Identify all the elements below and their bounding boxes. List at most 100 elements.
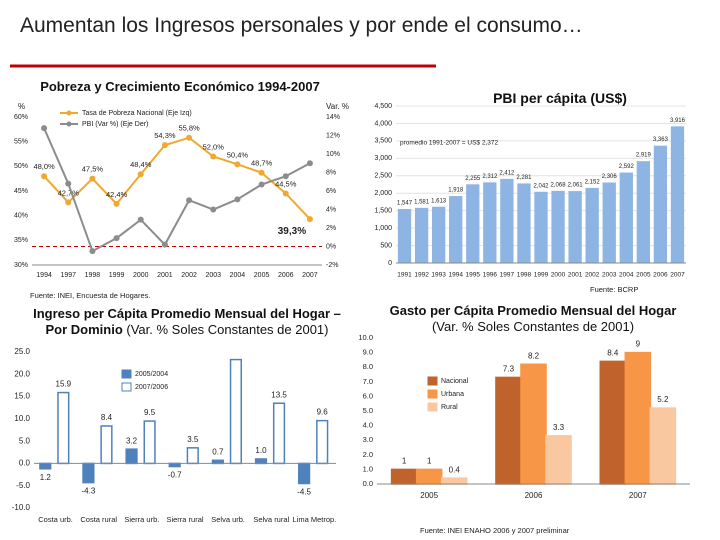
data-label: 2,592 — [619, 164, 635, 170]
chart-title: Gasto per Cápita Promedio Mensual del Ho… — [378, 303, 688, 336]
data-label: 1.0 — [255, 446, 267, 455]
y-tick-label: 4,500 — [374, 103, 392, 110]
y-tick-label: 4,000 — [374, 120, 392, 127]
legend-marker — [66, 110, 72, 116]
data-label: 2,061 — [568, 183, 584, 189]
y-tick-label: 30% — [14, 262, 28, 269]
x-tick-label: 2006 — [525, 491, 543, 500]
bar — [229, 358, 242, 465]
y-tick-label: 60% — [14, 114, 28, 121]
x-tick-label: 1997 — [60, 272, 76, 279]
y-tick-label: 500 — [380, 242, 392, 249]
data-label: 3.3 — [553, 423, 565, 432]
bar — [143, 420, 156, 465]
y-tick-label: 4% — [326, 206, 336, 213]
y-axis-title: % — [18, 102, 25, 111]
point — [234, 196, 241, 203]
chart-subtitle: (Var. % Soles Constantes de 2001) — [431, 319, 635, 335]
series-line — [43, 127, 311, 253]
y-tick-label: 10.0 — [358, 333, 373, 342]
data-label: 1,547 — [397, 201, 413, 207]
point — [161, 241, 168, 248]
bar — [483, 182, 497, 263]
point — [137, 216, 144, 223]
y-tick-label: 4.0 — [363, 421, 373, 430]
x-tick-label: 2000 — [133, 272, 149, 279]
y-tick-label: 7.0 — [363, 377, 373, 386]
data-label: 48,4% — [130, 160, 152, 169]
data-label: 42,7% — [58, 188, 80, 197]
legend-label: 2005/2004 — [135, 371, 168, 378]
x-tick-label: 2003 — [205, 272, 221, 279]
data-label: 7.3 — [503, 365, 515, 374]
bar — [517, 183, 531, 263]
data-label: 2,312 — [482, 174, 498, 180]
bar — [316, 419, 329, 465]
y-tick-label: 10% — [326, 151, 340, 158]
y-tick-label: -2% — [326, 262, 338, 269]
legend-swatch — [121, 382, 132, 392]
y-tick-label: 0.0 — [363, 479, 373, 488]
bar — [670, 126, 685, 263]
point — [282, 173, 289, 180]
y-tick-label: 45% — [14, 188, 28, 195]
bar — [585, 187, 599, 263]
annotation: promedio 1991-2007 = US$ 2,372 — [400, 140, 498, 147]
chart-title-text: Gasto per Cápita Promedio Mensual del Ho… — [389, 303, 677, 318]
x-tick-label: 2006 — [653, 272, 668, 279]
point — [258, 181, 265, 188]
bar — [440, 477, 468, 485]
chart-title-text: Ingreso per Cápita Promedio Mensual del … — [33, 306, 341, 338]
x-tick-label: 1998 — [85, 272, 101, 279]
source-note: Fuente: BCRP — [590, 285, 638, 294]
x-tick-label: 1997 — [500, 272, 515, 279]
legend-swatch — [427, 376, 438, 386]
bar — [649, 407, 677, 485]
point — [41, 125, 48, 132]
y-tick-label: -5.0 — [16, 481, 30, 490]
data-label: 50,4% — [227, 150, 249, 159]
y-tick-label: 40% — [14, 213, 28, 220]
y-tick-label: 2.0 — [363, 450, 373, 459]
source-note: Fuente: INEI ENAHO 2006 y 2007 prelimina… — [420, 526, 570, 535]
bar — [390, 468, 418, 485]
x-tick-label: 1996 — [483, 272, 498, 279]
data-label: 52,0% — [203, 142, 225, 151]
point — [161, 142, 168, 149]
y-tick-label: 3,500 — [374, 138, 392, 145]
series-line — [43, 136, 311, 220]
data-label: 48,7% — [251, 159, 273, 168]
data-label: 9 — [636, 340, 641, 349]
legend-label: 2007/2006 — [135, 384, 168, 391]
legend-swatch — [121, 369, 132, 379]
x-tick-label: 2005 — [254, 272, 270, 279]
data-label: 1,613 — [431, 198, 447, 204]
bar — [545, 435, 572, 485]
data-label: 15.9 — [56, 380, 72, 389]
x-tick-label: 1999 — [534, 272, 549, 279]
x-tick-label: 2002 — [181, 272, 197, 279]
data-label: 3.5 — [187, 435, 199, 444]
x-tick-label: 1994 — [36, 272, 52, 279]
chart-title: Pobreza y Crecimiento Económico 1994-200… — [40, 79, 320, 94]
y2-axis-title: Var. % — [326, 102, 349, 111]
bar — [568, 191, 582, 263]
data-label: 3,916 — [670, 118, 686, 124]
x-tick-label: 1994 — [448, 272, 463, 279]
data-label: 5.2 — [657, 395, 669, 404]
bar — [125, 448, 138, 465]
x-tick-label: 2005 — [420, 491, 438, 500]
bar — [272, 402, 286, 465]
y-tick-label: 8% — [326, 169, 336, 176]
point — [137, 171, 144, 178]
data-label: 3,363 — [653, 137, 669, 143]
y-tick-label: 12% — [326, 132, 340, 139]
y-tick-label: 0% — [326, 243, 336, 250]
x-tick-label: 1991 — [397, 272, 412, 279]
point — [89, 175, 96, 182]
data-label: 54,3% — [154, 131, 176, 140]
data-label: 2,281 — [516, 175, 532, 181]
point — [65, 199, 72, 206]
